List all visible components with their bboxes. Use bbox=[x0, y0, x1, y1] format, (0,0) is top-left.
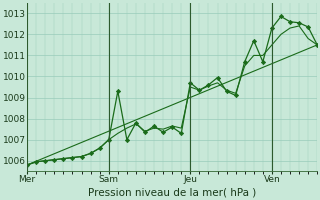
X-axis label: Pression niveau de la mer( hPa ): Pression niveau de la mer( hPa ) bbox=[88, 187, 256, 197]
